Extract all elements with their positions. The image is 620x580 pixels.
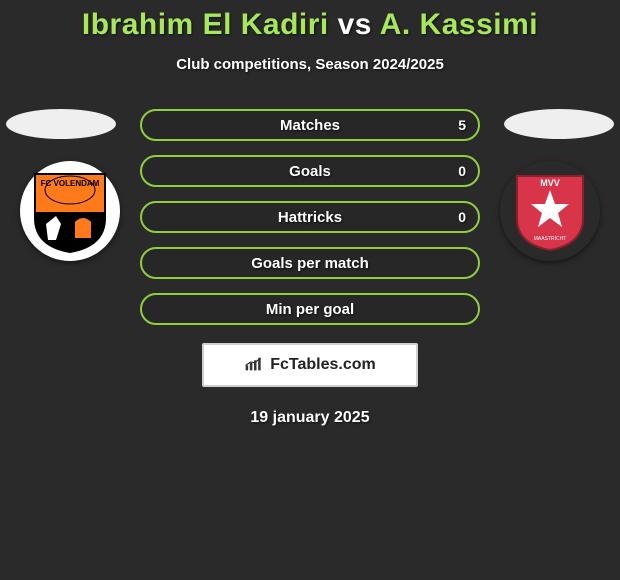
vs-text: vs [338,8,372,41]
stat-row: Min per goal [140,293,480,325]
page-title: Ibrahim El Kadiri vs A. Kassimi [82,8,538,42]
stat-right-value: 0 [458,163,466,179]
stat-row: Goals per match [140,247,480,279]
stat-label: Matches [280,117,340,134]
svg-text:MAASTRICHT: MAASTRICHT [534,236,567,242]
volendam-shield-icon: FC VOLENDAM [31,168,109,254]
stat-row: Hattricks 0 [140,201,480,233]
club-badge-right: MVV MAASTRICHT [500,161,600,261]
comparison-area: FC VOLENDAM MVV MAASTRICHT Matches 5 [0,109,620,325]
date-text: 19 january 2025 [250,409,369,427]
stat-row: Goals 0 [140,155,480,187]
player2-name: A. Kassimi [380,8,538,41]
stat-label: Goals per match [251,255,369,272]
stats-list: Matches 5 Goals 0 Hattricks 0 Goals per … [140,109,480,325]
svg-text:MVV: MVV [540,178,560,188]
left-ellipse [6,109,116,139]
stat-right-value: 0 [458,209,466,225]
stat-right-value: 5 [458,117,466,133]
right-ellipse [504,109,614,139]
stat-label: Min per goal [266,301,354,318]
club-badge-left: FC VOLENDAM [20,161,120,261]
mvv-shield-icon: MVV MAASTRICHT [511,168,589,254]
brand-text: FcTables.com [270,356,376,374]
brand-box: FcTables.com [202,343,418,387]
subtitle: Club competitions, Season 2024/2025 [176,56,444,73]
svg-text:FC VOLENDAM: FC VOLENDAM [41,179,100,188]
stat-row: Matches 5 [140,109,480,141]
stat-label: Goals [289,163,331,180]
player1-name: Ibrahim El Kadiri [82,8,329,41]
stat-label: Hattricks [278,209,342,226]
chart-icon [244,357,264,373]
